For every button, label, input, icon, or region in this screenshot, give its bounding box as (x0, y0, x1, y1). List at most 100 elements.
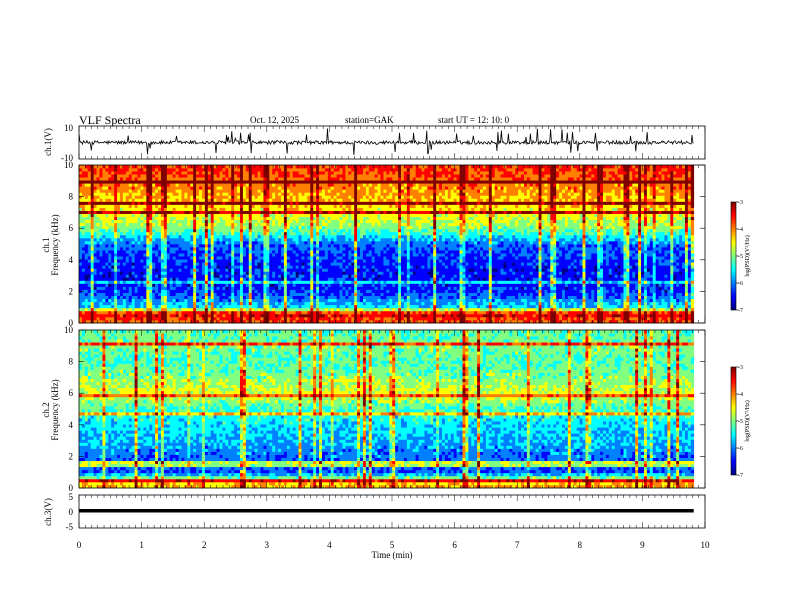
spectrogram-cell (615, 290, 618, 293)
spectrogram-cell (170, 253, 173, 256)
spectrogram-cell (366, 265, 369, 268)
spectrogram-cell (99, 290, 102, 293)
spectrogram-cell (618, 311, 621, 314)
spectrogram-cell (310, 290, 313, 293)
spectrogram-cell (307, 287, 310, 290)
spectrogram-cell (673, 262, 676, 265)
spectrogram-cell (670, 287, 673, 290)
spectrogram-cell (342, 268, 345, 271)
spectrogram-cell (138, 305, 141, 308)
spectrogram-cell (644, 268, 647, 271)
spectrogram-cell (102, 296, 105, 299)
spectrogram-cell (375, 280, 378, 283)
spectrogram-cell (688, 256, 691, 259)
spectrogram-cell (360, 287, 363, 290)
spectrogram-cell (591, 265, 594, 268)
spectrogram-cell (501, 290, 504, 293)
spectrogram-cell (618, 299, 621, 302)
spectrogram-cell (126, 317, 129, 320)
spectrogram-cell (143, 271, 146, 274)
spectrogram-cell (307, 274, 310, 277)
spectrogram-cell (214, 274, 217, 277)
spectrogram-cell (454, 299, 457, 302)
spectrogram-cell (518, 296, 521, 299)
spectrogram-cell (542, 311, 545, 314)
spectrogram-cell (474, 293, 477, 296)
spectrogram-cell (234, 293, 237, 296)
spectrogram-cell (140, 308, 143, 311)
spectrogram-cell (606, 256, 609, 259)
spectrogram-cell (220, 274, 223, 277)
spectrogram-cell (269, 308, 272, 311)
spectrogram-cell (184, 314, 187, 317)
spectrogram-cell (211, 290, 214, 293)
spectrogram-cell (357, 317, 360, 320)
spectrogram-cell (606, 271, 609, 274)
spectrogram-cell (217, 268, 220, 271)
spectrogram-cell (111, 311, 114, 314)
spectrogram-cell (477, 259, 480, 262)
spectrogram-cell (480, 287, 483, 290)
spectrogram-cell (255, 253, 258, 256)
spectrogram-cell (530, 311, 533, 314)
spectrogram-cell (164, 284, 167, 287)
spectrogram-cell (574, 314, 577, 317)
spectrogram-cell (246, 290, 249, 293)
spectrogram-cell (395, 299, 398, 302)
spectrogram-cell (489, 290, 492, 293)
spectrogram-cell (249, 308, 252, 311)
spectrogram-cell (272, 287, 275, 290)
spectrogram-cell (155, 314, 158, 317)
spectrogram-cell (580, 299, 583, 302)
spectrogram-cell (319, 287, 322, 290)
spectrogram-cell (386, 274, 389, 277)
spectrogram-cell (91, 299, 94, 302)
spectrogram-cell (679, 299, 682, 302)
spectrogram-cell (340, 277, 343, 280)
spectrogram-cell (506, 302, 509, 305)
spectrogram-cell (647, 314, 650, 317)
spectrogram-cell (632, 311, 635, 314)
spectrogram-cell (492, 287, 495, 290)
spectrogram-cell (102, 253, 105, 256)
spectrogram-cell (544, 296, 547, 299)
spectrogram-cell (269, 268, 272, 271)
spectrogram-cell (679, 262, 682, 265)
spectrogram-cell (653, 268, 656, 271)
spectrogram-cell (495, 287, 498, 290)
spectrogram-cell (623, 305, 626, 308)
spectrogram-cell (284, 268, 287, 271)
spectrogram-cell (539, 262, 542, 265)
spectrogram-cell (345, 274, 348, 277)
spectrogram-cell (278, 265, 281, 268)
spectrogram-cell (439, 293, 442, 296)
spectrogram-cell (79, 284, 82, 287)
spectrogram-cell (474, 265, 477, 268)
spectrogram-cell (143, 308, 146, 311)
spectrogram-cell (673, 265, 676, 268)
spectrogram-cell (184, 256, 187, 259)
spectrogram-cell (395, 253, 398, 256)
spectrogram-cell (550, 277, 553, 280)
spectrogram-cell (597, 287, 600, 290)
spectrogram-cell (474, 253, 477, 256)
spectrogram-cell (263, 253, 266, 256)
spectrogram-cell (202, 268, 205, 271)
spectrogram-cell (220, 305, 223, 308)
spectrogram-cell (340, 314, 343, 317)
spectrogram-cell (427, 262, 430, 265)
spectrogram-cell (442, 256, 445, 259)
spectrogram-cell (533, 290, 536, 293)
spectrogram-cell (307, 308, 310, 311)
spectrogram-cell (360, 271, 363, 274)
spectrogram-cell (659, 299, 662, 302)
spectrogram-cell (260, 280, 263, 283)
spectrogram-cell (228, 299, 231, 302)
spectrogram-cell (143, 314, 146, 317)
spectrogram-cell (176, 256, 179, 259)
spectrogram-cell (445, 271, 448, 274)
spectrogram-cell (568, 305, 571, 308)
spectrogram-cell (559, 311, 562, 314)
spectrogram-cell (530, 259, 533, 262)
spectrogram-cell (688, 311, 691, 314)
